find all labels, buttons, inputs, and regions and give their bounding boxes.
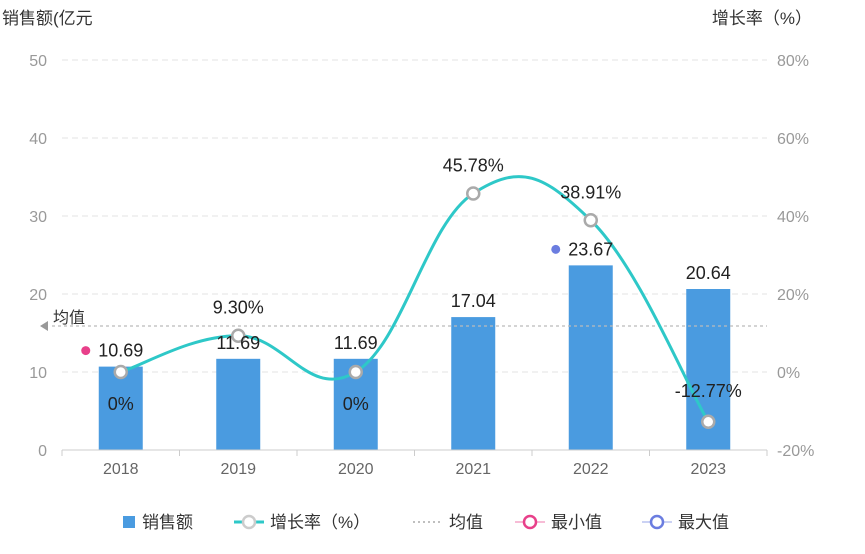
growth-point-2020 [348, 364, 363, 380]
x-tick-label: 2020 [338, 461, 374, 478]
right-tick-label: -20% [777, 443, 814, 460]
left-tick-label: 40 [29, 131, 47, 148]
legend-label: 最小值 [551, 513, 602, 532]
bar-2022 [568, 265, 613, 450]
line-series: 10.69 11.69 11.69 17.04 23.67 20.64 0% 9.30% 0% 4… [81, 155, 742, 430]
average-label: 均值 [53, 309, 85, 327]
growth-value-label: 0% [108, 394, 134, 414]
growth-point-2021 [466, 186, 481, 201]
max-marker-dot [551, 244, 561, 254]
average-line-group: 均值 [40, 309, 767, 331]
bar-value-label: 17.04 [451, 291, 496, 311]
bar-series [98, 265, 731, 450]
growth-value-label: 45.78% [443, 155, 504, 175]
x-tick-label: 2022 [573, 461, 609, 478]
legend-swatch-ring [241, 514, 257, 530]
average-arrow-icon [40, 320, 48, 331]
right-tick-label: 80% [777, 53, 809, 70]
min-marker-dot [81, 346, 91, 356]
grid-lines [62, 59, 767, 373]
bar-value-label: 20.64 [686, 263, 731, 283]
right-tick-label: 20% [777, 287, 809, 304]
bar-2018 [98, 366, 143, 450]
growth-point-2023 [701, 414, 716, 430]
left-axis-title: 销售额(亿元 [2, 9, 93, 28]
growth-value-label: 38.91% [560, 182, 621, 202]
bar-2019 [216, 358, 261, 450]
bar-value-label: 11.69 [216, 333, 260, 353]
bar-2021 [451, 317, 496, 450]
bar-value-label: 23.67 [568, 239, 613, 259]
right-tick-label: 0% [777, 365, 800, 382]
left-axis-ticks: 0 10 20 30 40 50 [29, 53, 47, 460]
bar-value-label: 10.69 [98, 341, 143, 361]
legend: 销售额 增长率（%） 均值 最小值 最大值 [123, 513, 729, 532]
left-tick-label: 0 [38, 443, 47, 460]
right-tick-label: 60% [777, 131, 809, 148]
legend-label: 销售额 [142, 513, 193, 532]
growth-value-label: -12.77% [675, 381, 742, 401]
growth-value-label: 0% [343, 394, 369, 414]
growth-value-label: 9.30% [213, 298, 264, 318]
legend-swatch-ring [649, 514, 665, 530]
x-tick-label: 2021 [455, 461, 491, 478]
left-tick-label: 20 [29, 287, 47, 304]
x-tick-label: 2018 [103, 461, 139, 478]
x-axis: 2018 2019 2020 2021 2022 2023 [61, 449, 768, 478]
bar-value-label: 11.69 [334, 333, 378, 353]
right-axis-title: 增长率（%） [712, 9, 812, 28]
growth-point-2022 [583, 213, 598, 228]
legend-swatch-bar [123, 516, 135, 528]
growth-point-2019 [231, 328, 246, 343]
legend-label: 均值 [449, 513, 483, 532]
legend-swatch-ring [522, 514, 538, 530]
growth-line [120, 175, 710, 423]
growth-point-2018 [113, 364, 128, 380]
left-tick-label: 30 [29, 209, 47, 226]
legend-label: 最大值 [678, 513, 729, 532]
right-tick-label: 40% [777, 209, 809, 226]
x-tick-label: 2023 [690, 461, 726, 478]
left-tick-label: 50 [29, 53, 47, 70]
right-axis-ticks: -20% 0% 20% 40% 60% 80% [777, 53, 814, 460]
legend-label: 增长率（%） [270, 513, 370, 532]
left-tick-label: 10 [29, 365, 47, 382]
x-tick-label: 2019 [220, 461, 256, 478]
